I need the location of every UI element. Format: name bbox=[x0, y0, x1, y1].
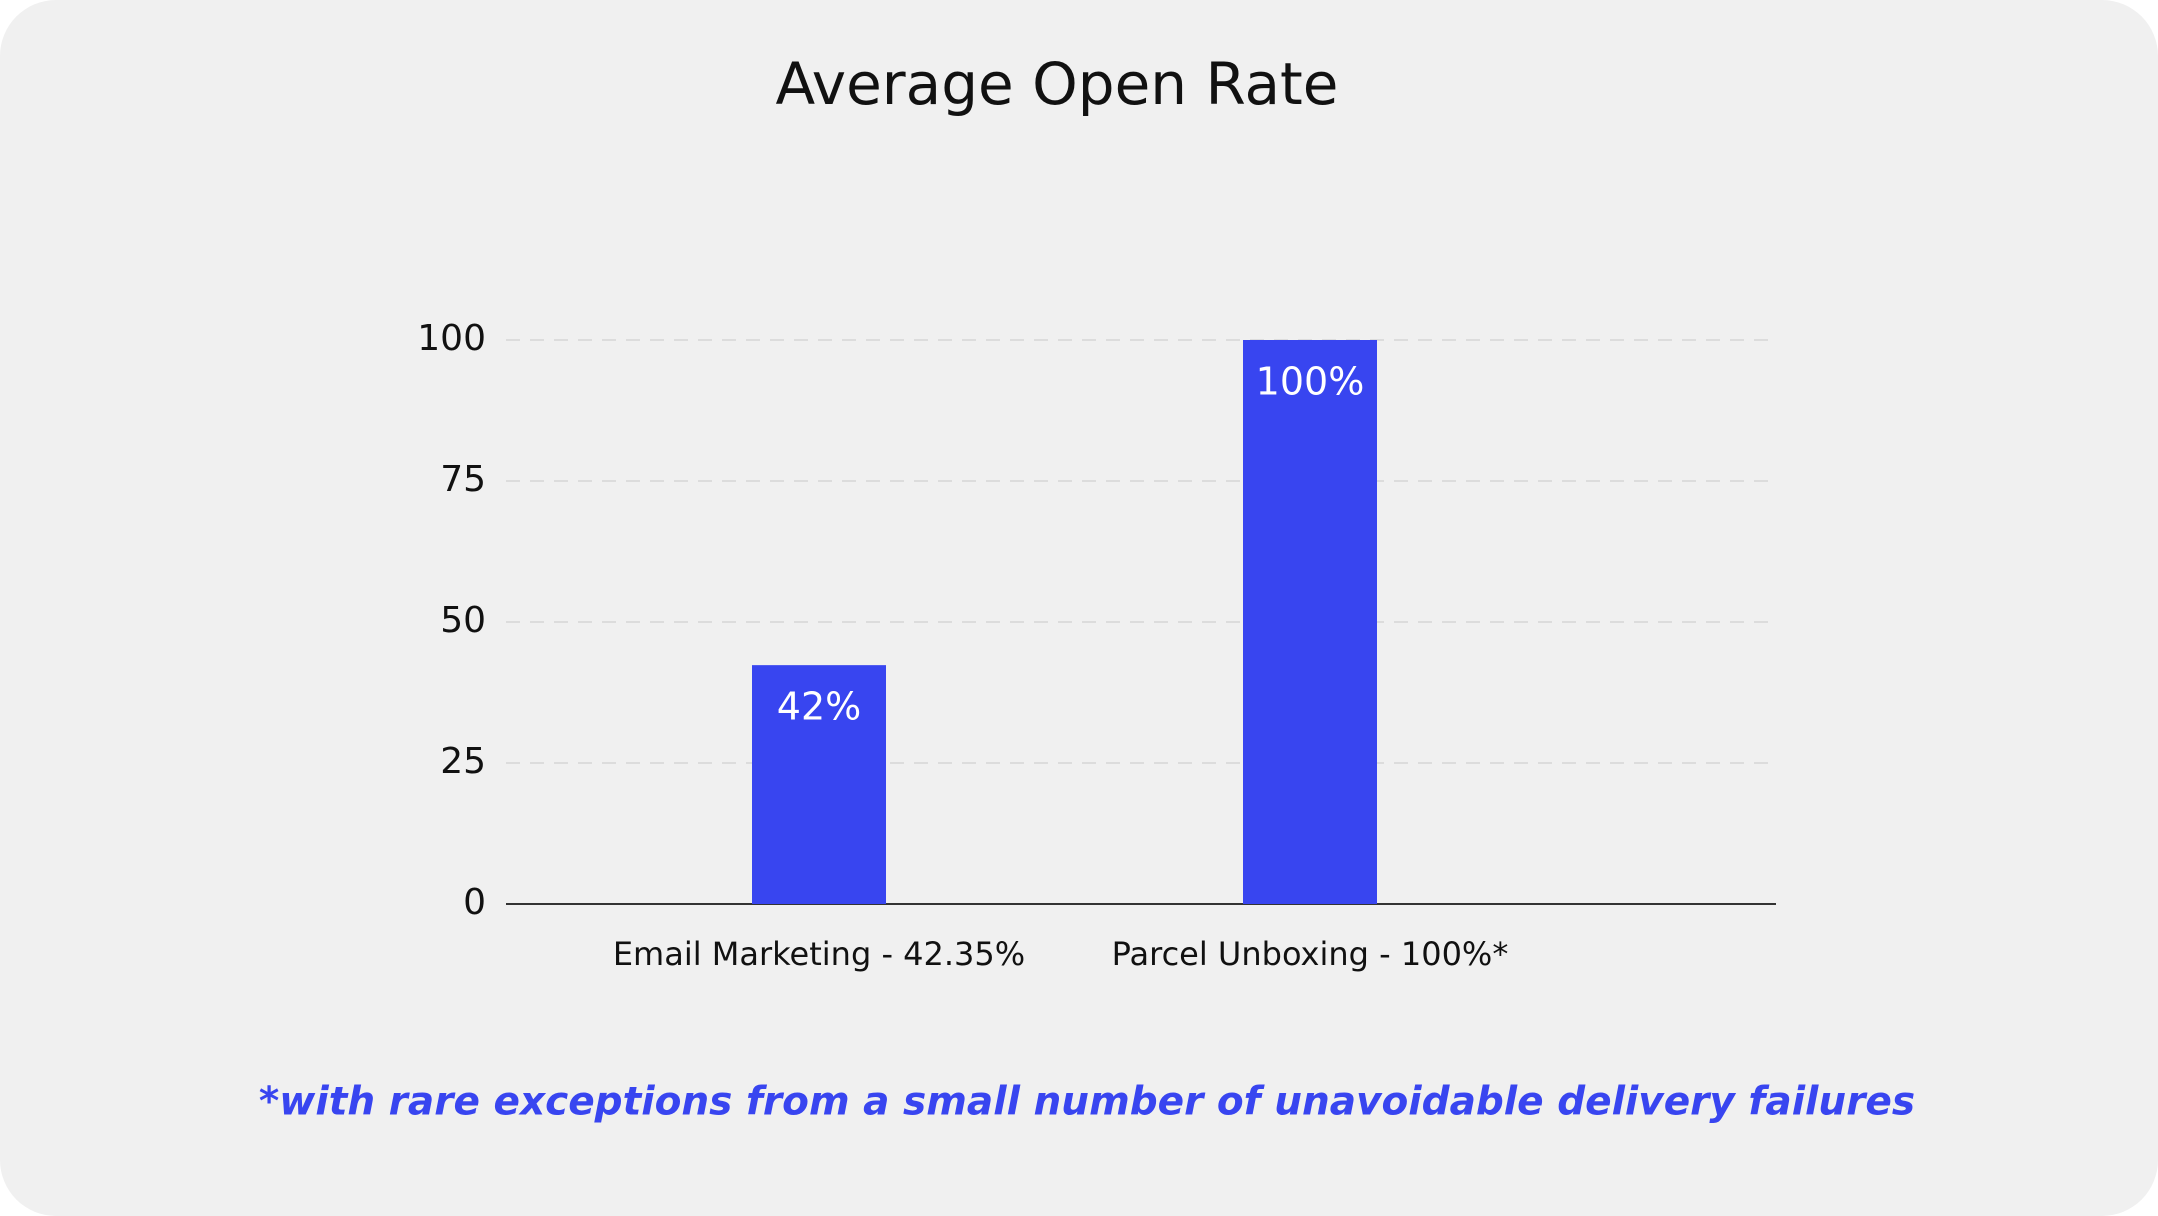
bar bbox=[752, 665, 886, 904]
y-tick-label: 75 bbox=[440, 459, 486, 500]
x-tick-label: Parcel Unboxing - 100%* bbox=[1112, 935, 1509, 973]
y-tick-label: 0 bbox=[463, 882, 486, 923]
footnote: *with rare exceptions from a small numbe… bbox=[259, 1080, 1915, 1125]
y-tick-label: 50 bbox=[440, 600, 486, 641]
value-label: 42% bbox=[777, 685, 861, 729]
y-tick-label: 100 bbox=[417, 318, 486, 359]
y-tick-label: 25 bbox=[440, 741, 486, 782]
x-tick-label: Email Marketing - 42.35% bbox=[613, 935, 1025, 973]
chart-title: Average Open Rate bbox=[776, 50, 1339, 118]
value-label: 100% bbox=[1256, 360, 1365, 404]
bar bbox=[1243, 340, 1377, 904]
